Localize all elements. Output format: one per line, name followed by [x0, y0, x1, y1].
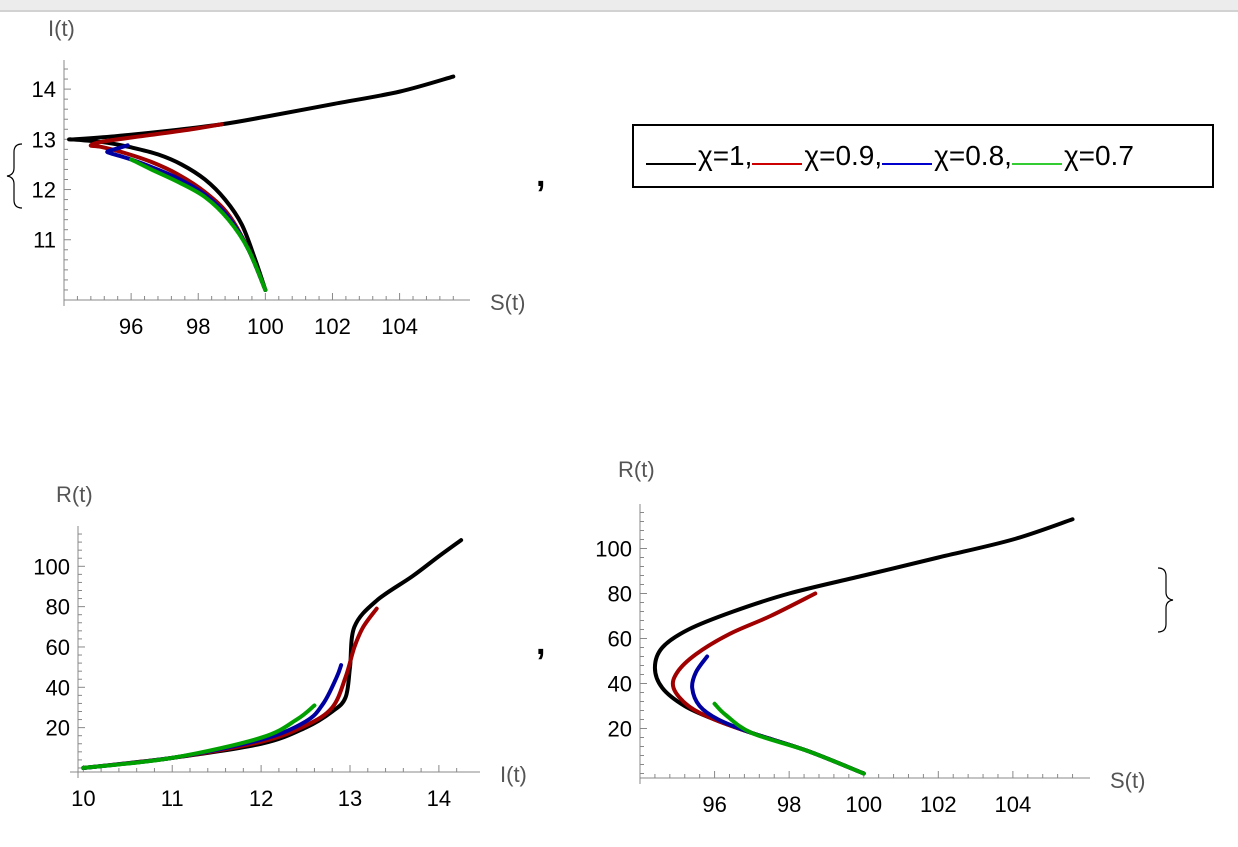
x-tick-label: 102 [920, 792, 957, 817]
legend-swatch [1011, 163, 1062, 165]
separator-comma-top: , [536, 156, 546, 194]
y-axis-label: R(t) [618, 457, 655, 482]
legend-swatch [752, 163, 803, 165]
legend-label: χ=0.7 [1063, 140, 1134, 171]
chart-i-vs-r: 10 11 12 13 14 20 40 60 80 100 I(t) R(t) [33, 482, 527, 811]
x-tick-label: 14 [427, 786, 451, 811]
y-tick-label: 80 [608, 582, 632, 607]
y-tick-label: 12 [32, 178, 56, 203]
x-tick-label: 13 [338, 786, 362, 811]
y-tick-label: 11 [33, 228, 56, 253]
y-tick-label: 100 [595, 537, 632, 562]
x-tick-label: 98 [777, 792, 801, 817]
legend-label: χ=0.8, [934, 140, 1012, 171]
y-tick-label: 20 [608, 717, 632, 742]
x-tick-label: 104 [995, 792, 1032, 817]
left-brace-icon [6, 143, 23, 209]
series-line-07 [129, 157, 268, 292]
y-tick-label: 40 [46, 675, 70, 700]
legend-swatch [882, 163, 933, 165]
y-tick-label: 100 [33, 554, 70, 579]
x-tick-label: 104 [381, 314, 418, 339]
legend-item-chi-0-8: χ=0.8, [882, 140, 1012, 172]
x-tick-label: 98 [186, 314, 210, 339]
y-tick-label: 60 [608, 627, 632, 652]
x-axis-label: I(t) [500, 762, 527, 787]
legend-item-chi-1: χ=1, [646, 140, 752, 172]
series-line-07 [712, 701, 866, 776]
y-axis-label: I(t) [48, 16, 75, 41]
x-tick-label: 100 [247, 314, 284, 339]
legend-item-chi-0-9: χ=0.9, [752, 140, 882, 172]
legend-item-chi-0-7: χ=0.7 [1011, 140, 1134, 172]
legend-swatch [646, 163, 696, 165]
x-tick-label: 100 [845, 792, 882, 817]
series-line-1 [652, 517, 1075, 776]
y-tick-label: 80 [46, 595, 70, 620]
series-line-08 [690, 654, 866, 776]
legend-label: χ=1, [698, 140, 753, 171]
y-tick-label: 60 [46, 635, 70, 660]
y-tick-label: 14 [32, 77, 56, 102]
x-tick-label: 10 [71, 786, 95, 811]
legend-label: χ=0.9, [804, 140, 883, 171]
right-brace-icon [1157, 567, 1174, 633]
separator-comma-bottom: , [536, 624, 546, 662]
series-line-07 [81, 703, 317, 770]
x-tick-label: 96 [119, 314, 143, 339]
chart-s-vs-i: 96 98 100 102 104 11 12 13 14 S(t) I(t) [32, 16, 526, 339]
x-tick-label: 102 [314, 314, 351, 339]
legend-box: χ=1, χ=0.9, χ=0.8, χ=0.7 [632, 124, 1214, 188]
y-tick-label: 20 [46, 716, 70, 741]
y-axis-label: R(t) [56, 482, 93, 507]
x-tick-label: 11 [161, 786, 184, 811]
x-axis-label: S(t) [1110, 768, 1145, 793]
window-top-bar [0, 0, 1238, 12]
x-tick-label: 96 [702, 792, 726, 817]
y-tick-label: 40 [608, 672, 632, 697]
x-axis-label: S(t) [490, 290, 525, 315]
x-tick-label: 12 [249, 786, 273, 811]
y-tick-label: 13 [32, 127, 56, 152]
series-line-09 [670, 591, 866, 776]
series-line-1 [67, 74, 456, 292]
